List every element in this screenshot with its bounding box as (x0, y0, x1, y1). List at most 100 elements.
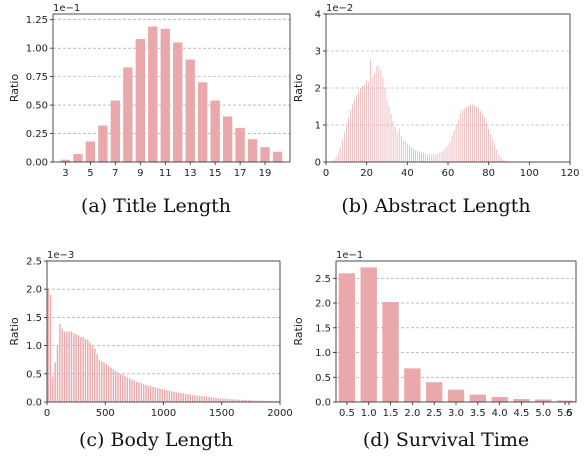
bar (101, 361, 103, 402)
x-tick-label: 2.0 (404, 408, 420, 419)
bar (372, 76, 374, 162)
bar (73, 333, 75, 402)
bar (502, 159, 504, 162)
bar (54, 362, 56, 402)
y-tick-label: 0 (315, 158, 321, 169)
bar (356, 95, 357, 162)
bar (337, 152, 339, 162)
bar (66, 331, 68, 402)
bar (180, 392, 182, 402)
bar (168, 390, 171, 402)
x-tick-label: 0 (44, 408, 50, 419)
bar (189, 394, 191, 402)
bar (252, 400, 254, 402)
bar (243, 399, 245, 402)
bar (339, 147, 341, 162)
y-tick-label: 0.5 (26, 369, 42, 380)
bar (219, 398, 222, 402)
y-tick-label: 0.75 (26, 72, 48, 83)
bar (89, 342, 91, 402)
bar (264, 400, 266, 402)
bar (173, 42, 183, 162)
bar (131, 379, 133, 402)
bar (556, 400, 574, 402)
bar (196, 395, 198, 402)
bar (400, 136, 402, 162)
bar (392, 121, 394, 162)
bar (482, 113, 483, 162)
bar (85, 141, 96, 162)
bar (87, 339, 89, 402)
bar (513, 399, 530, 402)
bar (245, 400, 247, 402)
bar (198, 395, 201, 402)
bar (84, 338, 87, 402)
bar (47, 288, 49, 402)
bar (226, 398, 229, 402)
bar (259, 400, 261, 402)
bar (235, 127, 245, 162)
y-axis-label: Ratio (292, 74, 305, 103)
bar (247, 400, 250, 402)
y-axis-label: Ratio (292, 317, 305, 346)
x-tick-label: 0.5 (339, 408, 355, 419)
bar (271, 401, 273, 402)
bar (425, 153, 426, 162)
bar (257, 400, 259, 402)
bar (343, 132, 345, 162)
y-tick-label: 3 (315, 47, 321, 58)
bar (222, 116, 233, 162)
bar (360, 88, 361, 162)
chart-panel-c: 0.0 0.5 1.0 1.5 2.0 2.5 0 500 1000 1500 2000 1e−3 Ra… (8, 250, 293, 451)
bar (184, 393, 187, 402)
bar (484, 117, 485, 162)
x-tick-label: 7 (112, 168, 118, 179)
bar (396, 132, 398, 162)
bar (463, 108, 465, 162)
bar (474, 105, 475, 162)
x-tick-label: 1.0 (361, 408, 377, 419)
bar (110, 100, 121, 162)
bar (173, 391, 175, 402)
bar (411, 147, 412, 162)
bar (56, 345, 59, 402)
bar (98, 359, 101, 402)
bar (208, 396, 210, 402)
bar (236, 399, 238, 402)
bar (415, 150, 416, 162)
bar (122, 374, 124, 402)
bar (156, 387, 159, 402)
bar (217, 398, 219, 402)
bar (105, 364, 108, 402)
bar (431, 154, 433, 162)
bar (382, 302, 399, 402)
y-tick-label: 1.5 (315, 323, 331, 334)
bar (439, 152, 441, 162)
bar (398, 128, 400, 162)
bar (350, 110, 351, 162)
bar (441, 151, 443, 162)
bar (77, 335, 80, 402)
bar (229, 399, 231, 402)
x-tick-label: 5.5 (557, 408, 573, 419)
x-tick-label: 4.0 (492, 408, 508, 419)
bar (429, 153, 431, 162)
bar (364, 84, 365, 162)
bar (368, 82, 370, 162)
x-tick-label: 15 (209, 168, 222, 179)
bar (419, 151, 420, 162)
y-tick-label: 1.5 (26, 313, 42, 324)
bar (423, 152, 424, 162)
bar (175, 392, 178, 402)
bar (404, 141, 406, 162)
x-tick-label: 17 (234, 168, 247, 179)
bar (443, 150, 445, 162)
bar (380, 69, 382, 162)
bar (238, 399, 240, 402)
bar (52, 376, 54, 402)
bar (447, 389, 465, 402)
x-tick-label: 3 (62, 168, 68, 179)
y-tick-label: 0.50 (26, 101, 48, 112)
bar (160, 28, 170, 162)
bar (59, 324, 61, 402)
